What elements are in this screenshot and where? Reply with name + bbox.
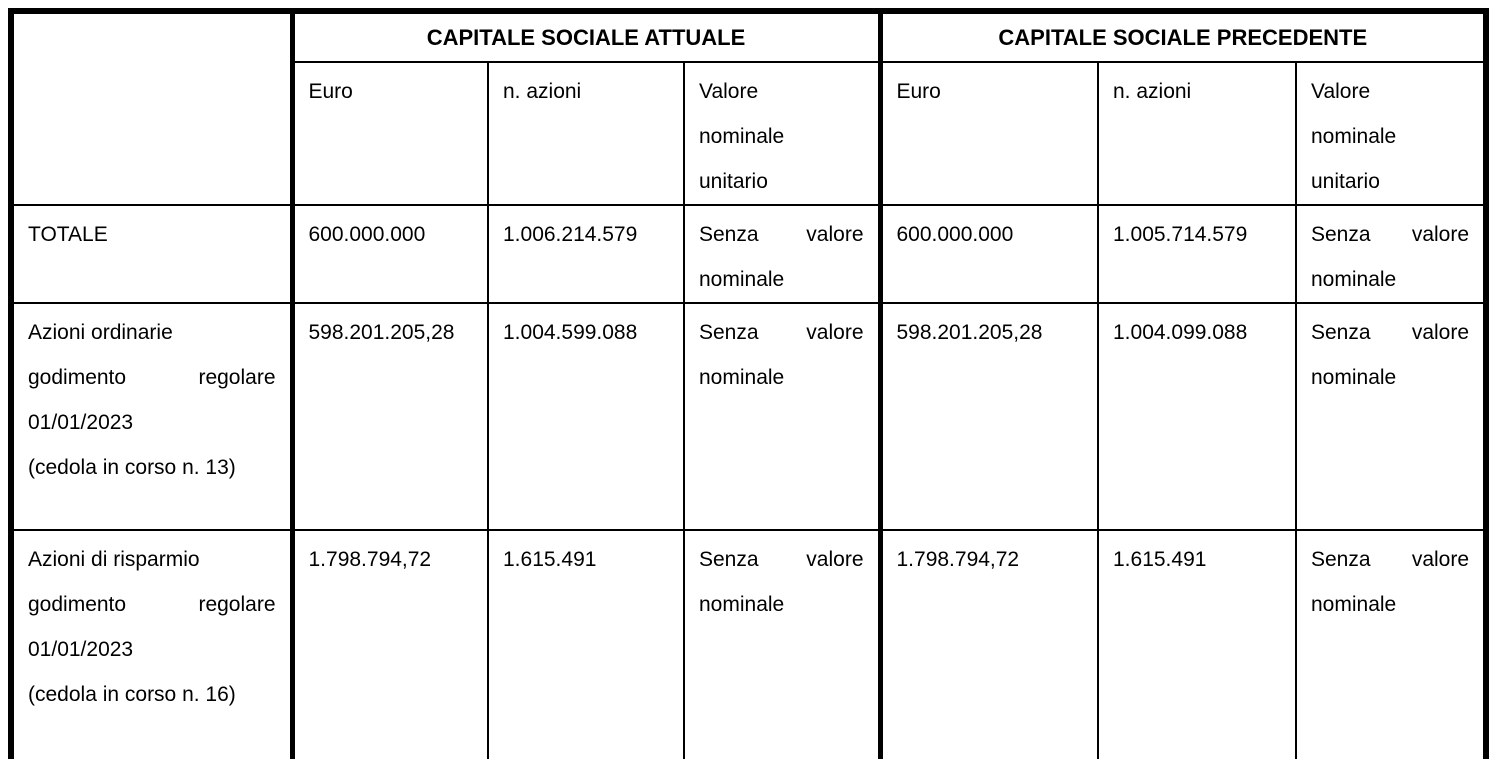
group-header-attuale: CAPITALE SOCIALE ATTUALE	[289, 10, 881, 63]
euro-value: 1.798.794,72	[896, 548, 1020, 571]
row-label: Azioni di risparmio	[28, 548, 200, 571]
precedente-valore-header: Valore nominale unitario	[1294, 61, 1488, 206]
group-header-row: CAPITALE SOCIALE ATTUALE CAPITALE SOCIAL…	[10, 10, 1488, 206]
share-capital-table: CAPITALE SOCIALE ATTUALE CAPITALE SOCIAL…	[8, 8, 1490, 759]
valore-nominale-text: nominale	[1311, 268, 1397, 291]
euro-value: 598.201.205,28	[308, 321, 455, 344]
valore-nominale-text: nominale	[699, 366, 785, 389]
valore-nominale-text: nominale	[699, 593, 785, 616]
row-label: Azioni ordinarie	[28, 321, 173, 344]
valore-nominale-text: nominale	[1311, 366, 1397, 389]
precedente-euro-cell: 1.798.794,72	[877, 529, 1099, 759]
precedente-n-azioni-cell: 1.004.099.088	[1097, 302, 1297, 531]
row-label: TOTALE	[28, 223, 108, 246]
n-azioni-value: 1.004.599.088	[503, 321, 638, 344]
column-label: unitario	[699, 170, 768, 193]
euro-value: 600.000.000	[896, 223, 1014, 246]
precedente-valore-cell: Senza valore nominale	[1294, 529, 1488, 759]
precedente-euro-cell: 600.000.000	[877, 204, 1099, 304]
sub-header-row: Euro n. azioni Valore nominale unitario …	[11, 61, 1488, 206]
euro-value: 598.201.205,28	[896, 321, 1043, 344]
n-azioni-value: 1.615.491	[1113, 548, 1207, 571]
precedente-n-azioni-header: n. azioni	[1097, 61, 1297, 206]
column-label: Valore	[699, 80, 759, 103]
n-azioni-value: 1.006.214.579	[503, 223, 638, 246]
valore-nominale-text: Senza valore	[1311, 548, 1470, 571]
row-label: (cedola in corso n. 13)	[28, 456, 236, 479]
valore-nominale-text: nominale	[699, 268, 785, 291]
valore-nominale-text: Senza valore	[699, 223, 864, 246]
valore-nominale-text: Senza valore	[699, 321, 864, 344]
attuale-euro-cell: 598.201.205,28	[289, 302, 489, 531]
column-label: unitario	[1311, 170, 1380, 193]
table-row-azioni-di-risparmio: Azioni di risparmio godimento regolare 0…	[10, 529, 1488, 759]
column-label: n. azioni	[503, 80, 582, 103]
column-label: Valore	[1311, 80, 1371, 103]
precedente-valore-cell: Senza valore nominale	[1294, 204, 1488, 304]
column-label: nominale	[699, 125, 785, 148]
column-label: n. azioni	[1113, 80, 1192, 103]
attuale-n-azioni-header: n. azioni	[487, 61, 685, 206]
n-azioni-value: 1.615.491	[503, 548, 597, 571]
row-label-cell: Azioni ordinarie godimento regolare 01/0…	[10, 302, 293, 531]
row-label-cell: TOTALE	[10, 204, 293, 304]
attuale-valore-cell: Senza valore nominale	[683, 302, 881, 531]
row-label: 01/01/2023	[28, 411, 134, 434]
precedente-n-azioni-cell: 1.615.491	[1097, 529, 1297, 759]
column-label: Euro	[896, 80, 941, 103]
precedente-valore-cell: Senza valore nominale	[1294, 302, 1488, 531]
table-row-totale: TOTALE 600.000.000 1.006.214.579 Senza v…	[10, 204, 1488, 304]
attuale-euro-header: Euro	[289, 61, 489, 206]
column-label: Euro	[308, 80, 353, 103]
attuale-valore-cell: Senza valore nominale	[683, 529, 881, 759]
valore-nominale-text: Senza valore	[1311, 223, 1470, 246]
precedente-euro-header: Euro	[877, 61, 1099, 206]
row-label: godimento regolare	[28, 593, 276, 616]
table-row-azioni-ordinarie: Azioni ordinarie godimento regolare 01/0…	[10, 302, 1488, 531]
attuale-valore-header: Valore nominale unitario	[683, 61, 881, 206]
attuale-valore-cell: Senza valore nominale	[683, 204, 881, 304]
valore-nominale-text: Senza valore	[1311, 321, 1470, 344]
row-label: 01/01/2023	[28, 638, 134, 661]
corner-empty-cell	[10, 10, 293, 206]
n-azioni-value: 1.004.099.088	[1113, 321, 1248, 344]
attuale-euro-cell: 600.000.000	[289, 204, 489, 304]
row-label: (cedola in corso n. 16)	[28, 683, 236, 706]
attuale-euro-cell: 1.798.794,72	[289, 529, 489, 759]
group-header-precedente: CAPITALE SOCIALE PRECEDENTE	[877, 10, 1488, 63]
column-label: nominale	[1311, 125, 1397, 148]
euro-value: 1.798.794,72	[308, 548, 432, 571]
row-label-cell: Azioni di risparmio godimento regolare 0…	[10, 529, 293, 759]
euro-value: 600.000.000	[308, 223, 426, 246]
precedente-n-azioni-cell: 1.005.714.579	[1097, 204, 1297, 304]
attuale-n-azioni-cell: 1.006.214.579	[487, 204, 685, 304]
precedente-euro-cell: 598.201.205,28	[877, 302, 1099, 531]
row-label: godimento regolare	[28, 366, 276, 389]
valore-nominale-text: nominale	[1311, 593, 1397, 616]
valore-nominale-text: Senza valore	[699, 548, 864, 571]
attuale-n-azioni-cell: 1.615.491	[487, 529, 685, 759]
n-azioni-value: 1.005.714.579	[1113, 223, 1248, 246]
attuale-n-azioni-cell: 1.004.599.088	[487, 302, 685, 531]
